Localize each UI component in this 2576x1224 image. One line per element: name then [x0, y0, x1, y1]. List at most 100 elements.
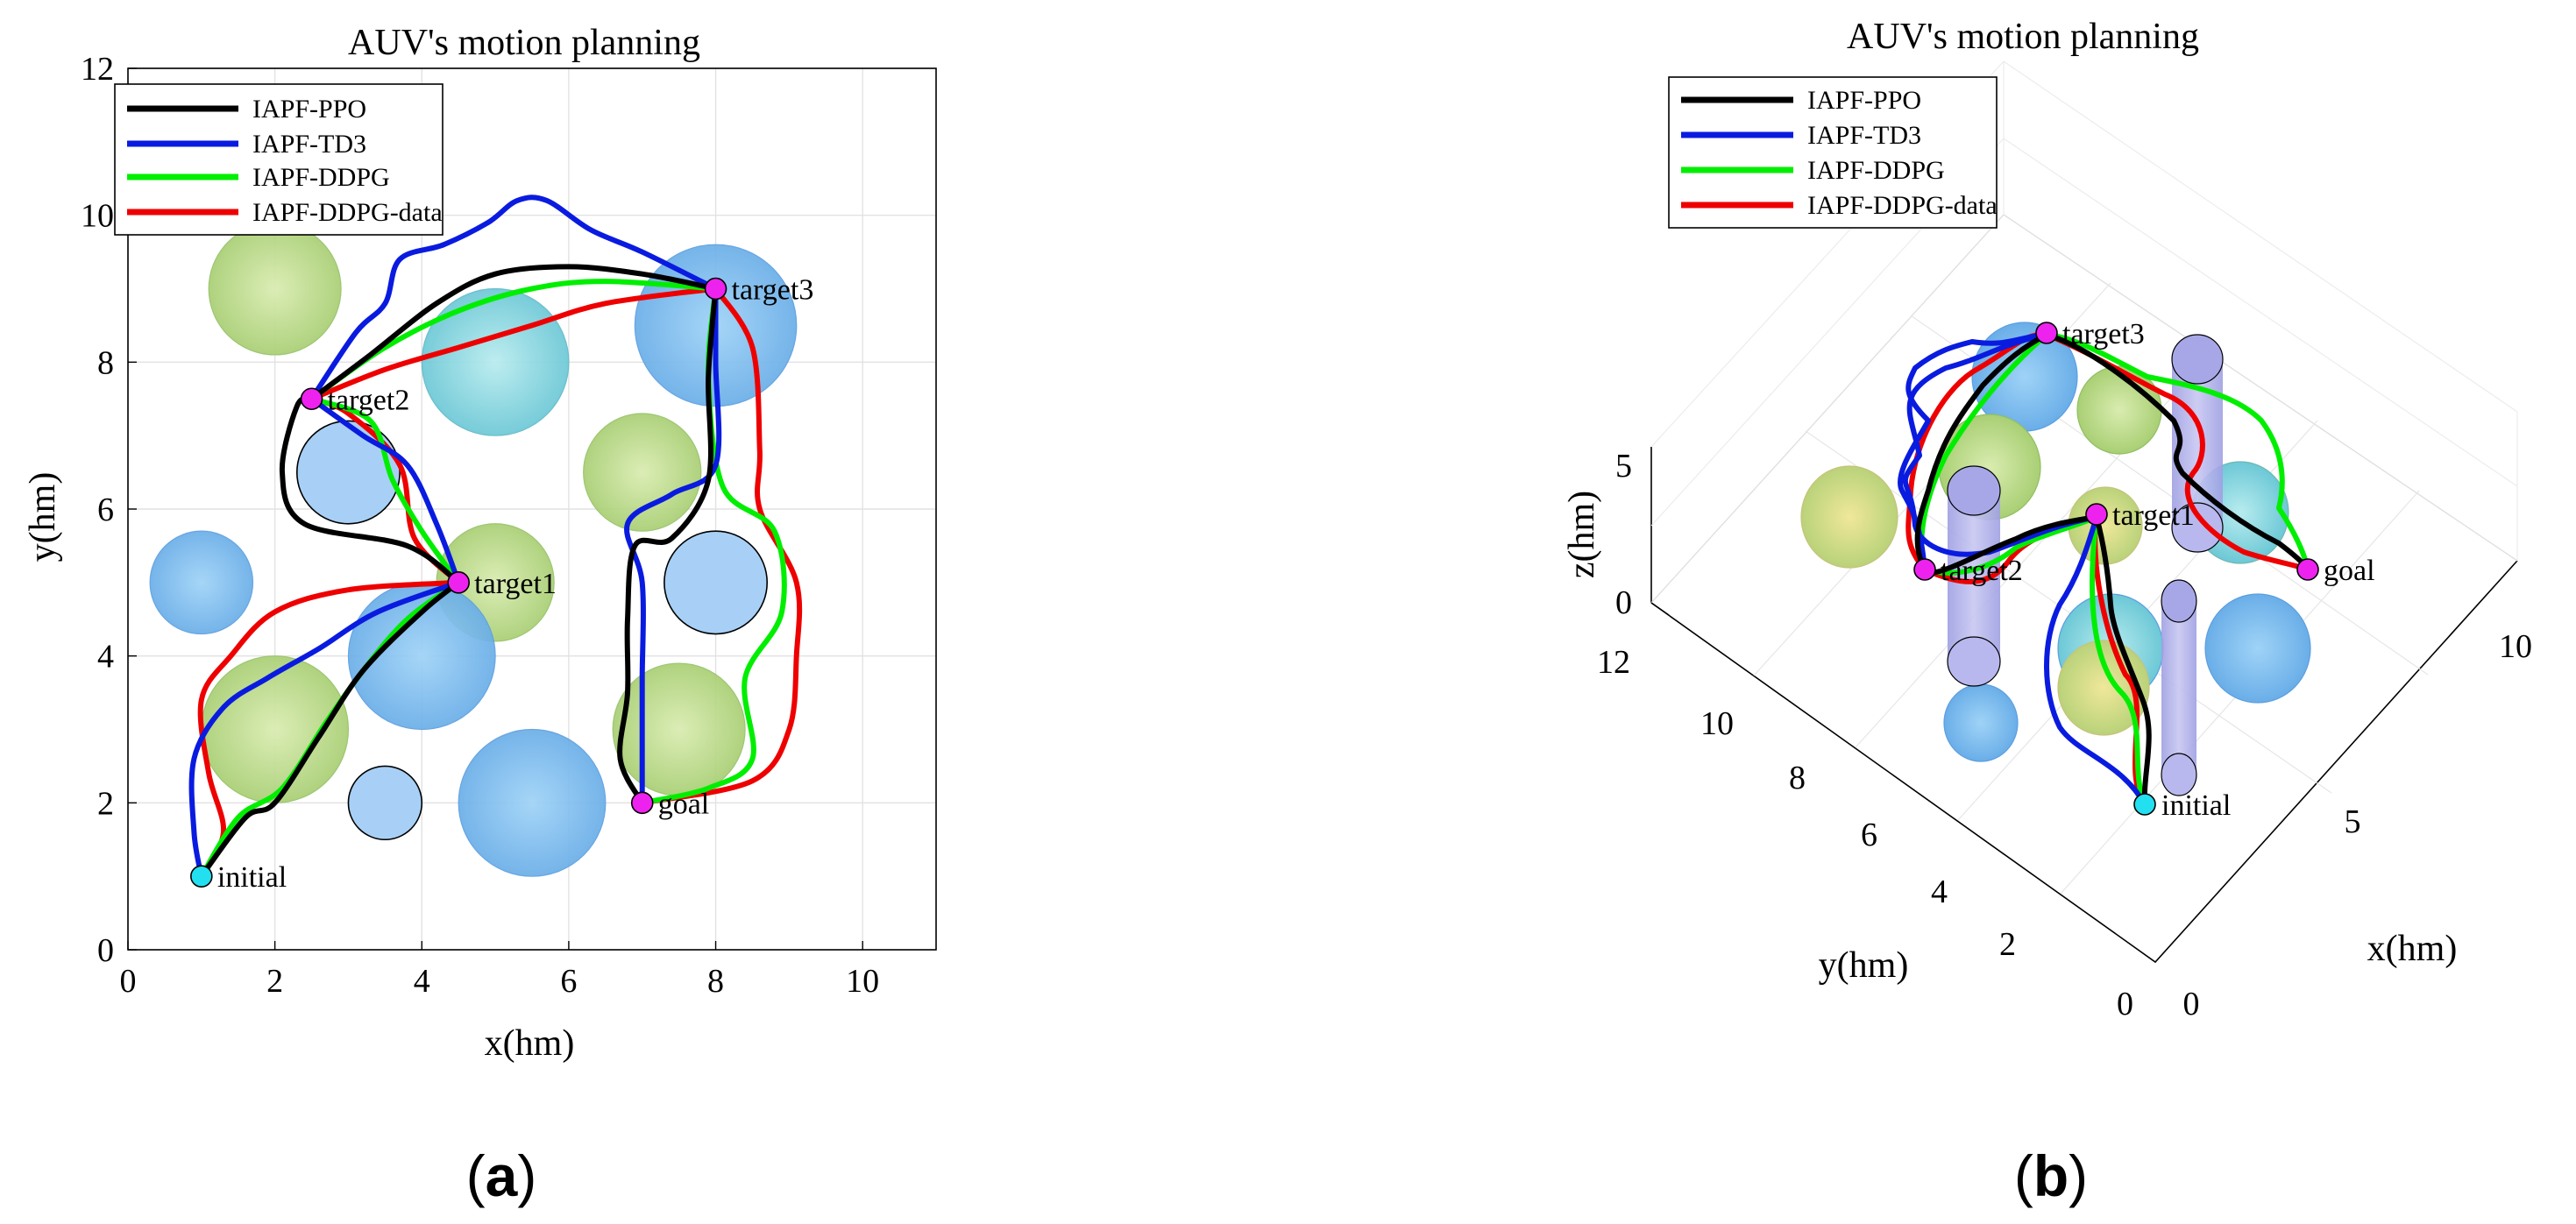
panel-b-chart: AUV's motion planning 12 10 8: [1562, 17, 2532, 1208]
obstacle-cylinder-bottom: [1947, 636, 2001, 687]
obstacle-cylinder-bottom: [2171, 502, 2224, 553]
panel-b-point-goal: [2296, 558, 2319, 581]
waypoint-label-goal: goal: [658, 788, 710, 820]
panel-b-ytick: 12: [1597, 644, 1630, 681]
path-iapf-ddpg-data-segment: [639, 286, 803, 806]
panel-b-x-ticks: 0 5 10 x(hm): [2183, 628, 2533, 1022]
waypoint-label-target3: target3: [732, 274, 814, 307]
waypoint-target1: [447, 571, 470, 594]
panel-b-path-ddpg-data: [1905, 331, 2310, 807]
path-iapf-ppo-segment: [617, 286, 719, 806]
legend-b-ddpg: IAPF-DDPG: [1807, 156, 1945, 185]
obstacle-circle: [458, 728, 607, 877]
panel-b-xtick: 0: [2183, 986, 2200, 1022]
legend-a-ddpg-data: IAPF-DDPG-data: [252, 198, 443, 227]
ytick-label: 12: [81, 51, 114, 88]
panel-a-xlabel: x(hm): [485, 1023, 575, 1064]
panel-b-ytick: 2: [1999, 926, 2016, 963]
path-iapf-ppo-segment: [198, 579, 462, 880]
xtick-label: 0: [120, 963, 137, 1000]
panel-b-label-target3: target3: [2062, 318, 2145, 350]
panel-b-letter: b: [2033, 1143, 2069, 1208]
panel-b-legend: IAPF-PPO IAPF-TD3 IAPF-DDPG IAPF-DDPG-da…: [1668, 76, 1998, 229]
panel-b-floor-edges: [1650, 560, 2518, 964]
obstacle-cylinder-bottom: [2161, 753, 2197, 796]
panel-b-gridline: [2003, 214, 2518, 562]
path-iapf-ddpg-segment: [309, 396, 462, 585]
path-iapf-ddpg-data-segment: [309, 286, 719, 402]
obstacle-sphere-3d: [1943, 683, 2019, 762]
obstacle-circle: [149, 530, 254, 635]
panel-b-ytick-mark: [1650, 602, 1670, 616]
panel-b-point-target3: [2035, 322, 2058, 344]
xtick-label: 8: [707, 963, 724, 1000]
xtick-label: 6: [560, 963, 577, 1000]
panel-a-title: AUV's motion planning: [348, 23, 700, 63]
obstacle-cylinder-body: [2161, 601, 2196, 775]
panel-a-chart: AUV's motion planning initial target1 targ…: [23, 23, 937, 1208]
panel-b-gridline: [1650, 214, 2005, 604]
panel-b-xtick: 10: [2499, 628, 2532, 665]
xtick-label: 2: [266, 963, 283, 1000]
ytick-label: 4: [97, 639, 114, 676]
ytick-label: 2: [97, 785, 114, 822]
panel-b-waypoints: initial target1 target2 target3 goal: [1913, 318, 2375, 822]
ytick-label: 8: [97, 344, 114, 381]
waypoint-target2: [300, 387, 323, 411]
legend-a-ddpg: IAPF-DDPG: [252, 163, 390, 192]
obstacle-circle: [347, 765, 423, 841]
panel-b-ztick: 5: [1615, 448, 1632, 485]
legend-b-ddpg-data: IAPF-DDPG-data: [1807, 191, 1998, 220]
panel-b-label-initial: initial: [2161, 789, 2231, 822]
panel-a-ylabel: y(hm): [23, 472, 63, 562]
obstacle-cylinder-top: [1947, 465, 2001, 516]
panel-a-ticks: 0 2 4 6 8 10 0 2 4 6 8 10 12: [81, 51, 879, 1000]
panel-b-label-target1: target1: [2112, 499, 2195, 532]
path-iapf-td3-segment: [309, 396, 462, 585]
panel-b-xlabel: x(hm): [2367, 929, 2458, 969]
path-iapf-ddpg-data-segment: [197, 579, 462, 880]
panel-a-label: (a): [466, 1143, 537, 1208]
panel-b-point-target1: [2085, 503, 2108, 526]
panel-b-path-ddpg: [1919, 332, 2310, 807]
panel-b-xtick: 5: [2345, 803, 2361, 840]
obstacle-cylinder-top: [2161, 579, 2197, 623]
obstacle-circle: [421, 287, 570, 436]
panel-b-zlabel: z(hm): [1562, 491, 1602, 578]
panel-b-point-target2: [1913, 558, 1936, 581]
panel-b-obstacles: [1800, 322, 2311, 762]
panel-a-legend: IAPF-PPO IAPF-TD3 IAPF-DDPG IAPF-DDPG-da…: [114, 83, 444, 236]
panel-a-letter: a: [486, 1143, 519, 1208]
ytick-label: 6: [97, 492, 114, 528]
obstacle-circle: [295, 420, 401, 525]
panel-b-label: (b): [2014, 1143, 2088, 1208]
legend-a-td3: IAPF-TD3: [252, 130, 366, 159]
path-iapf-ppo-segment: [279, 395, 462, 585]
obstacle-circle: [208, 222, 342, 356]
waypoint-target3: [704, 277, 727, 301]
legend-b-ppo: IAPF-PPO: [1807, 86, 1921, 115]
waypoint-label-target2: target2: [328, 384, 410, 416]
xtick-label: 4: [414, 963, 430, 1000]
ytick-label: 10: [81, 198, 114, 235]
panel-b-point-initial: [2133, 793, 2156, 816]
legend-a-ppo: IAPF-PPO: [252, 95, 366, 124]
obstacle-circle: [612, 662, 746, 796]
panel-b-ytick: 8: [1789, 760, 1806, 796]
waypoint-initial: [190, 865, 213, 888]
waypoint-goal: [630, 791, 654, 815]
panel-b-label-goal: goal: [2324, 555, 2375, 587]
panel-b-ytick: 0: [2117, 986, 2133, 1022]
panel-b-ytick: 4: [1931, 874, 1948, 910]
path-iapf-td3-segment: [624, 286, 722, 806]
panel-a-waypoints: initial target1 target2 target3 goal: [190, 274, 814, 894]
panel-b-title: AUV's motion planning: [1847, 17, 2199, 57]
path-iapf-td3-segment: [188, 579, 462, 880]
path-iapf-td3-segment: [309, 195, 719, 402]
panel-b-path-td3: [1898, 332, 2147, 807]
panel-a-paths: [188, 195, 803, 880]
panel-b-paths: [1898, 331, 2310, 807]
panel-b-z-ticks: 0 5 z(hm): [1562, 448, 1632, 621]
waypoint-label-target1: target1: [474, 568, 557, 600]
